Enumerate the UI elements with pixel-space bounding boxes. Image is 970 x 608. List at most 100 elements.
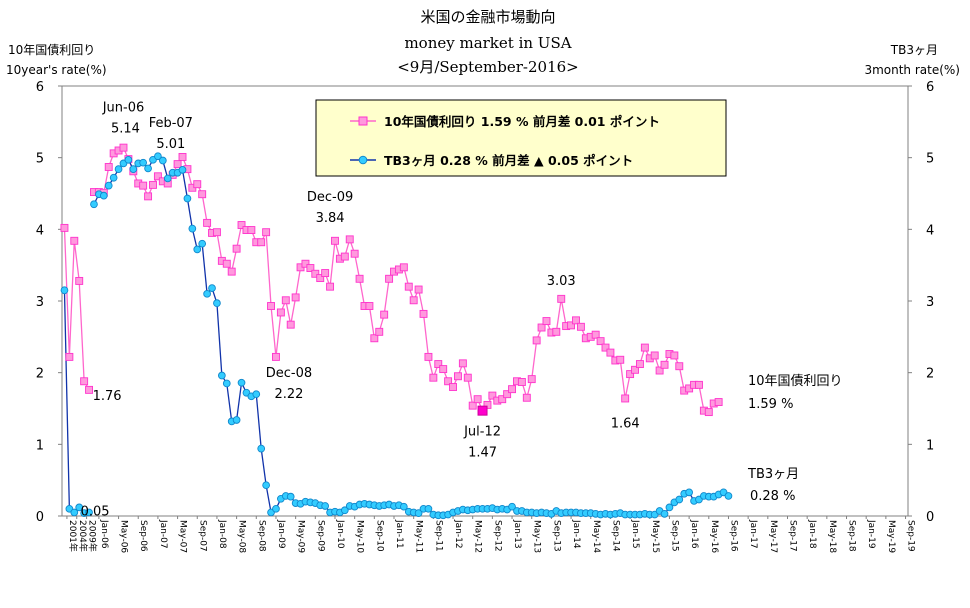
bond-point (695, 380, 703, 389)
bond-point (139, 181, 148, 190)
tb-point (60, 286, 69, 295)
chart-title: 米国の金融市場動向 (420, 8, 555, 26)
x-tick-label: May-18 (827, 520, 837, 553)
annotation-value: 3.03 (547, 274, 576, 289)
y-right-label-2: 3month rate(%) (864, 63, 960, 77)
end-label-bond-name: 10年国債利回り (748, 374, 843, 389)
bond-point (404, 282, 413, 291)
legend-label-bond: 10年国債利回り 1.59 % 前月差 0.01 ポイント (384, 114, 660, 129)
tb-point (660, 509, 669, 518)
bond-point (365, 302, 374, 310)
bond-point (631, 365, 639, 374)
bond-point (232, 244, 241, 253)
y-right-label-1: TB3ヶ月 (890, 43, 938, 57)
bond-point (70, 236, 79, 245)
bond-point (212, 228, 221, 237)
y-tick-label-left: 1 (36, 438, 44, 453)
tb-point (232, 416, 241, 424)
tb-point (183, 194, 192, 203)
tb-point (340, 506, 349, 515)
bond-point (434, 360, 443, 369)
bond-point (552, 327, 561, 336)
bond-point (340, 252, 349, 261)
bond-point (616, 355, 625, 364)
bond-point (119, 143, 128, 152)
tb-point (262, 481, 270, 490)
x-tick-label: Sep-08 (256, 520, 266, 552)
tb-point (321, 502, 329, 510)
bond-point (326, 282, 335, 291)
tb-point (90, 200, 98, 209)
bond-point (660, 360, 669, 369)
tb-point (675, 495, 684, 504)
bond-point (144, 192, 153, 201)
bond-point (567, 321, 576, 330)
x-tick-label: Jan-15 (630, 519, 640, 549)
x-tick-label: May-12 (473, 520, 483, 553)
bond-point (522, 393, 531, 402)
bond-point (85, 385, 94, 394)
tb-point (252, 390, 261, 399)
bond-point (203, 218, 212, 227)
annotation-value: 1.47 (468, 446, 497, 461)
x-tick-label: Jan-14 (571, 519, 581, 549)
bond-point (301, 259, 310, 268)
tb-point (114, 165, 123, 173)
tb-point (414, 509, 423, 517)
tb-point (154, 152, 162, 161)
tb-point (178, 166, 187, 174)
tb-point (724, 492, 733, 500)
y-left-label-2: 10year's rate(%) (6, 63, 107, 77)
bond-point (247, 226, 256, 235)
bond-point (60, 223, 69, 232)
x-tick-label: May-14 (591, 520, 601, 553)
x-tick-label: Jan-12 (453, 519, 463, 549)
tb-point (203, 289, 211, 298)
bond-point (576, 322, 585, 331)
legend: 10年国債利回り 1.59 % 前月差 0.01 ポイント TB3ヶ月 0.28… (315, 99, 727, 177)
bond-point (104, 163, 113, 171)
x-tick-label: Sep-17 (787, 520, 797, 552)
bond-point (439, 365, 448, 374)
x-tick-label: May-11 (414, 520, 424, 553)
end-label-tb-value: 0.28 % (750, 489, 795, 504)
bond-point (488, 391, 497, 400)
x-tick-label: Jan-09 (276, 519, 286, 549)
bond-point (311, 269, 320, 278)
y-tick-label-right: 5 (926, 152, 934, 167)
end-label-bond-value: 1.59 % (748, 397, 793, 412)
x-tick-label: Sep-10 (374, 520, 384, 552)
bond-point (227, 267, 236, 276)
annotation-month: Jul-12 (463, 425, 501, 440)
bond-point (222, 259, 231, 268)
x-tick-label: Sep-15 (669, 520, 679, 552)
x-tick-label: Sep-18 (847, 520, 857, 552)
x-tick-label: 2001年 (67, 520, 79, 552)
bond-point (316, 274, 325, 283)
x-tick-label: Sep-19 (906, 520, 916, 552)
bond-point (276, 308, 285, 317)
bond-point (453, 372, 462, 381)
annotation-month: Feb-07 (149, 116, 193, 131)
annotation-value: 2.22 (274, 387, 303, 402)
y-tick-label-right: 4 (926, 223, 934, 238)
tb-point (75, 503, 84, 512)
bond-point (355, 274, 364, 283)
bond-point (286, 320, 295, 329)
tb-point (109, 173, 118, 182)
x-tick-label: Sep-12 (492, 520, 502, 552)
x-tick-label: Sep-11 (433, 520, 443, 552)
bond-point (468, 401, 477, 410)
tb-point (70, 508, 79, 517)
y-tick-label-right: 3 (926, 295, 934, 310)
y-tick-label-right: 1 (926, 438, 934, 453)
bond-point (424, 352, 433, 361)
bond-point (444, 377, 453, 386)
bond-point (193, 180, 202, 189)
bond-point (542, 317, 551, 326)
bond-point (458, 359, 467, 368)
bond-point (714, 398, 723, 406)
bond-point (532, 336, 541, 345)
bond-point (409, 296, 418, 305)
